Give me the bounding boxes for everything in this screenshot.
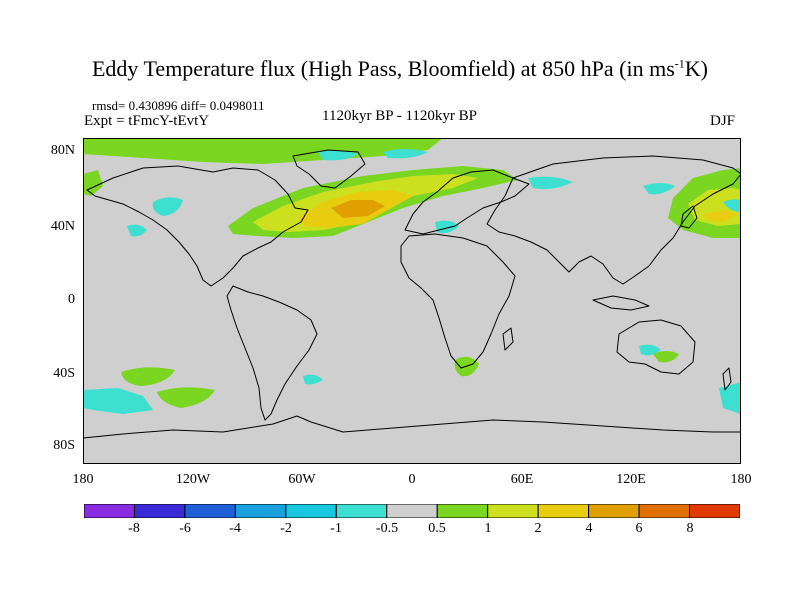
colorbar-label: 4 bbox=[585, 521, 593, 536]
colorbar-swatch bbox=[487, 504, 539, 518]
map-frame bbox=[83, 138, 741, 464]
colorbar-label: -4 bbox=[229, 521, 241, 536]
y-tick-label: 0 bbox=[68, 292, 75, 307]
coastline-madagascar bbox=[502, 327, 514, 351]
plot-title-main: Eddy Temperature flux (High Pass, Bloomf… bbox=[91, 56, 675, 81]
y-tick-label: 40S bbox=[53, 366, 75, 381]
coastline-north-america bbox=[86, 165, 309, 287]
colorbar bbox=[84, 504, 740, 518]
coastline-australia bbox=[616, 319, 696, 375]
plot-title-superscript: -1 bbox=[674, 56, 685, 71]
coastline-greenland bbox=[292, 149, 366, 189]
patch-green-south-east-pacific bbox=[157, 387, 215, 408]
season-label: DJF bbox=[710, 113, 736, 129]
patch-cyan-siberia bbox=[643, 183, 675, 195]
colorbar-swatch bbox=[689, 504, 740, 518]
coastline-japan bbox=[680, 205, 698, 229]
plot-title-end: K) bbox=[684, 56, 708, 81]
patch-cyan-southeast-pacific bbox=[303, 374, 323, 385]
y-tick-label: 80N bbox=[50, 143, 75, 158]
stats-label: rmsd= 0.430896 diff= 0.0498011 bbox=[92, 98, 265, 113]
colorbar-swatch bbox=[335, 504, 388, 518]
patch-green-east-indian bbox=[653, 351, 679, 363]
colorbar-swatch bbox=[588, 504, 640, 518]
x-tick-label: 120E bbox=[616, 472, 646, 487]
x-tick-label: 180 bbox=[730, 472, 752, 487]
coastline-indonesia bbox=[592, 295, 650, 311]
plot-title: Eddy Temperature flux (High Pass, Bloomf… bbox=[0, 56, 800, 82]
colorbar-label: 6 bbox=[635, 521, 643, 536]
patch-cyan-mediterranean bbox=[435, 220, 459, 234]
patch-pacific-gold bbox=[703, 210, 738, 222]
colorbar-swatch bbox=[84, 504, 135, 518]
coastline-asia bbox=[486, 155, 741, 285]
colorbar-swatch bbox=[436, 504, 489, 518]
patch-cyan-pacific-right bbox=[723, 199, 741, 212]
colorbar-label: 8 bbox=[686, 521, 694, 536]
colorbar-swatch bbox=[537, 504, 590, 518]
patch-cyan-australia bbox=[639, 344, 661, 356]
patch-cyan-scandinavia bbox=[528, 176, 573, 190]
colorbar-label: -2 bbox=[280, 521, 292, 536]
experiment-label: Expt = tFmcY-tEvtY bbox=[84, 113, 210, 129]
colorbar-label: -0.5 bbox=[375, 521, 399, 536]
patch-cyan-npacific bbox=[152, 197, 183, 216]
colorbar-label: 0.5 bbox=[428, 521, 446, 536]
colorbar-label: 2 bbox=[534, 521, 542, 536]
coastline-south-america bbox=[226, 285, 318, 421]
period-label: 1120kyr BP - 1120kyr BP bbox=[322, 108, 478, 124]
colorbar-label: -6 bbox=[179, 521, 191, 536]
y-tick-label: 40N bbox=[50, 219, 75, 234]
x-tick-label: 60E bbox=[510, 472, 534, 487]
colorbar-swatch bbox=[184, 504, 236, 518]
patch-cyan-westpacific bbox=[127, 224, 147, 237]
coastlines bbox=[83, 149, 741, 439]
colorbar-swatch bbox=[386, 504, 438, 518]
colorbar-label: 1 bbox=[484, 521, 492, 536]
colorbar-swatch bbox=[285, 504, 337, 518]
patch-atlantic-orange bbox=[331, 200, 385, 218]
map-panel bbox=[83, 138, 741, 464]
patch-green-south-pacific bbox=[121, 367, 175, 386]
x-tick-label: 60W bbox=[288, 472, 316, 487]
coastline-new-zealand bbox=[722, 367, 732, 391]
x-tick-label: 0 bbox=[408, 472, 416, 487]
x-tick-label: 180 bbox=[72, 472, 94, 487]
patch-arctic-green bbox=[83, 138, 443, 164]
patch-cyan-south-pacific bbox=[83, 388, 153, 414]
coastline-africa bbox=[400, 233, 516, 369]
x-tick-label: 120W bbox=[175, 472, 211, 487]
colorbar-swatch bbox=[234, 504, 287, 518]
patch-arctic-cyan-2 bbox=[383, 149, 428, 159]
colorbar-swatch bbox=[638, 504, 691, 518]
patch-arctic-cyan-1 bbox=[318, 150, 358, 161]
y-tick-label: 80S bbox=[53, 438, 75, 453]
colorbar-swatch bbox=[133, 504, 186, 518]
colorbar-label: -1 bbox=[330, 521, 342, 536]
coastline-antarctica bbox=[83, 415, 741, 439]
colorbar-label: -8 bbox=[128, 521, 140, 536]
coastline-europe bbox=[404, 169, 530, 235]
